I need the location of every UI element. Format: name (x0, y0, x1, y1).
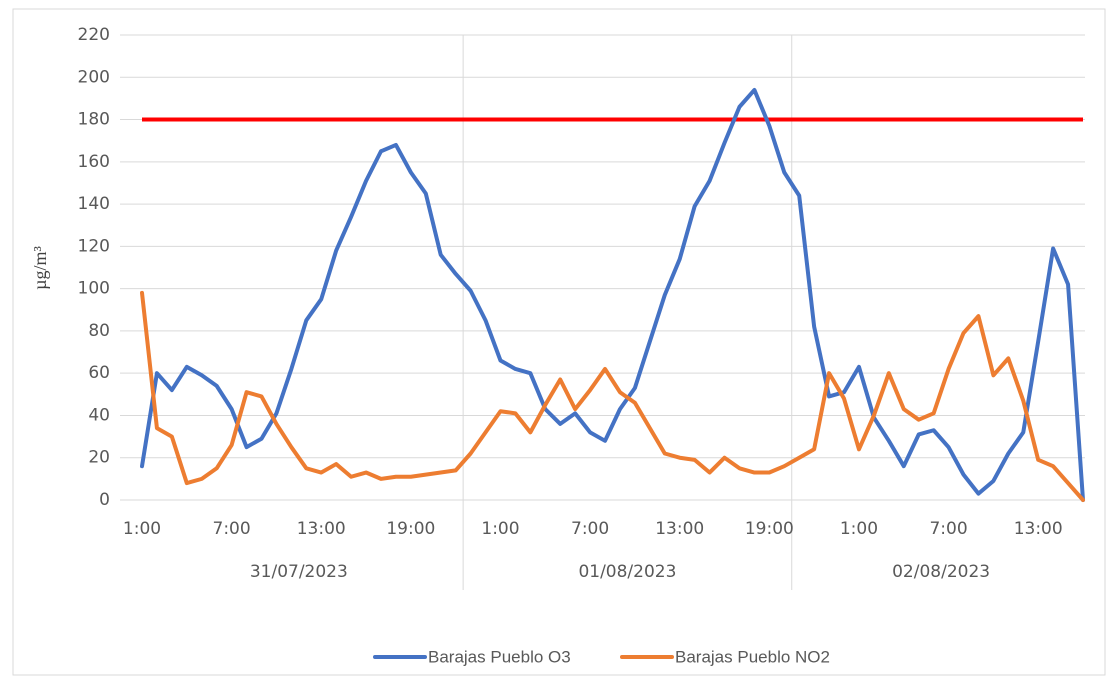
y-tick-label: 20 (88, 448, 110, 468)
y-tick-label: 100 (78, 279, 110, 299)
x-tick-label: 1:00 (840, 519, 878, 539)
series-line (140, 87, 1085, 502)
x-tick-label: 7:00 (213, 519, 251, 539)
x-tick-label: 1:00 (481, 519, 519, 539)
x-tick-label: 13:00 (1014, 519, 1063, 539)
x-tick-label: 13:00 (655, 519, 704, 539)
y-tick-label: 40 (88, 405, 110, 425)
x-tick-label: 19:00 (386, 519, 435, 539)
y-tick-label: 200 (78, 67, 110, 87)
x-tick-label: 7:00 (929, 519, 967, 539)
group-label: 31/07/2023 (250, 562, 348, 582)
x-tick-label: 13:00 (297, 519, 346, 539)
y-tick-label: 0 (99, 490, 110, 510)
y-tick-label: 180 (78, 110, 110, 130)
legend-label: Barajas Pueblo NO2 (675, 647, 830, 666)
legend-label: Barajas Pueblo O3 (428, 647, 571, 666)
group-label: 01/08/2023 (578, 562, 676, 582)
y-tick-label: 80 (88, 321, 110, 341)
y-tick-label: 140 (78, 194, 110, 214)
y-tick-label: 120 (78, 236, 110, 256)
x-tick-label: 1:00 (123, 519, 161, 539)
y-tick-label: 220 (78, 25, 110, 45)
y-tick-label: 60 (88, 363, 110, 383)
series-line (140, 290, 1085, 502)
x-tick-label: 19:00 (745, 519, 794, 539)
y-axis-label: µg/m³ (30, 246, 50, 290)
y-tick-label: 160 (78, 152, 110, 172)
x-tick-label: 7:00 (571, 519, 609, 539)
group-label: 02/08/2023 (892, 562, 990, 582)
